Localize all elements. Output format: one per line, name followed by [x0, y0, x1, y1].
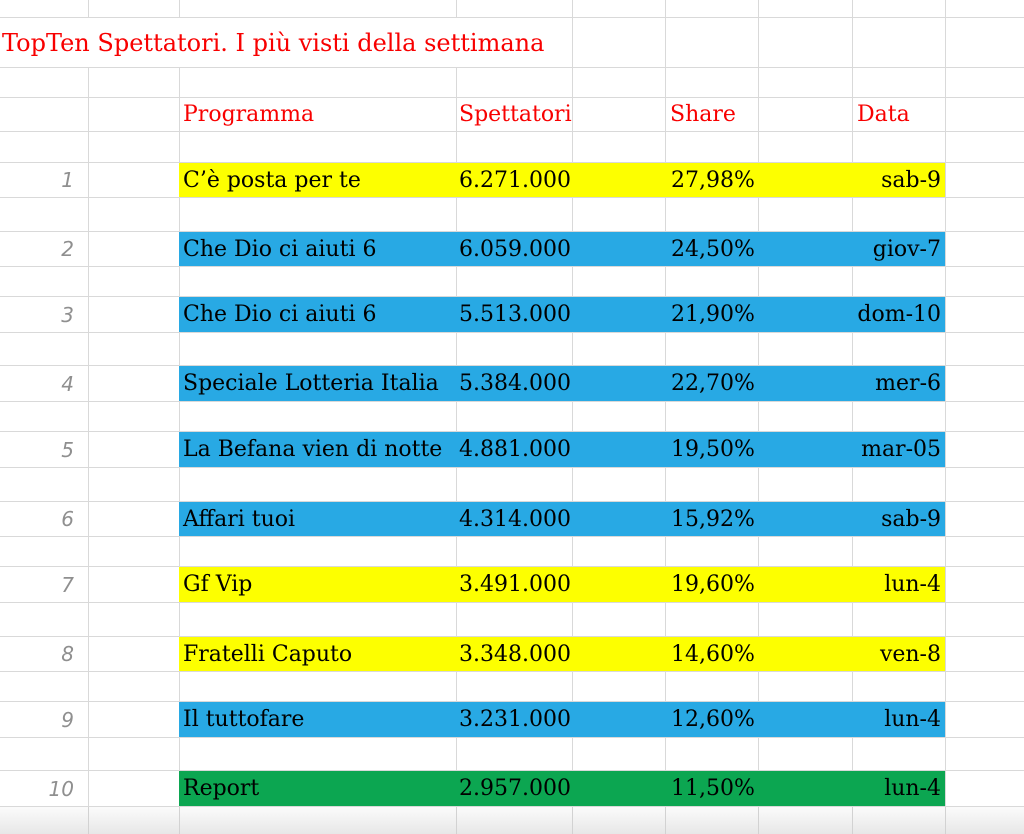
row-highlight: Che Dio ci aiuti 6 5.513.000 21,90% dom-… — [179, 297, 945, 332]
cell-date[interactable]: lun-4 — [884, 776, 941, 801]
cell-date[interactable]: giov-7 — [872, 236, 941, 262]
empty-row — [0, 402, 1024, 432]
row-rank[interactable]: 10 — [48, 776, 74, 801]
empty-row — [0, 0, 1024, 18]
cell-date[interactable]: sab-9 — [881, 506, 941, 532]
row-rank[interactable]: 7 — [61, 572, 74, 597]
cell-viewers[interactable]: 6.271.000 — [459, 167, 571, 193]
row-rank[interactable]: 5 — [61, 437, 74, 462]
row-rank[interactable]: 2 — [61, 237, 74, 261]
row-rank[interactable]: 3 — [61, 302, 74, 327]
sheet-edge-row — [0, 807, 1024, 834]
row-highlight: C’è posta per te 6.271.000 27,98% sab-9 — [179, 163, 945, 197]
header-row: Programma Spettatori Share Data — [0, 98, 1024, 132]
table-row: 3 Che Dio ci aiuti 6 5.513.000 21,90% do… — [0, 297, 1024, 333]
table-row: 8 Fratelli Caputo 3.348.000 14,60% ven-8 — [0, 637, 1024, 672]
cell-program[interactable]: C’è posta per te — [183, 167, 361, 193]
cell-viewers[interactable]: 3.491.000 — [459, 572, 571, 597]
row-rank[interactable]: 4 — [61, 371, 74, 396]
cell-program[interactable]: Gf Vip — [183, 572, 253, 597]
cell-share[interactable]: 21,90% — [671, 302, 755, 327]
empty-row — [0, 333, 1024, 366]
row-highlight: Che Dio ci aiuti 6 6.059.000 24,50% giov… — [179, 232, 945, 266]
cell-date[interactable]: mar-05 — [861, 437, 941, 462]
empty-row — [0, 603, 1024, 637]
cell-program[interactable]: Speciale Lotteria Italia — [183, 371, 439, 396]
row-highlight: Gf Vip 3.491.000 19,60% lun-4 — [179, 567, 945, 602]
table-row: 5 La Befana vien di notte 4.881.000 19,5… — [0, 432, 1024, 468]
column-header-date[interactable]: Data — [857, 102, 910, 127]
cell-viewers[interactable]: 2.957.000 — [459, 776, 571, 801]
column-header-program[interactable]: Programma — [183, 102, 315, 127]
cell-share[interactable]: 11,50% — [671, 776, 755, 801]
row-highlight: Fratelli Caputo 3.348.000 14,60% ven-8 — [179, 637, 945, 671]
cell-share[interactable]: 14,60% — [671, 641, 755, 667]
cell-program[interactable]: Il tuttofare — [183, 707, 305, 732]
column-header-share[interactable]: Share — [670, 102, 736, 127]
table-row: 6 Affari tuoi 4.314.000 15,92% sab-9 — [0, 502, 1024, 537]
table-row: 9 Il tuttofare 3.231.000 12,60% lun-4 — [0, 702, 1024, 738]
title-row: TopTen Spettatori. I più visti della set… — [0, 18, 1024, 68]
cell-date[interactable]: dom-10 — [857, 302, 941, 327]
cell-viewers[interactable]: 4.881.000 — [459, 437, 571, 462]
column-header-viewers[interactable]: Spettatori — [459, 102, 572, 127]
cell-date[interactable]: lun-4 — [884, 572, 941, 597]
sheet-title[interactable]: TopTen Spettatori. I più visti della set… — [2, 28, 545, 57]
empty-row — [0, 198, 1024, 232]
row-highlight: La Befana vien di notte 4.881.000 19,50%… — [179, 432, 945, 467]
cell-viewers[interactable]: 4.314.000 — [459, 506, 571, 532]
table-row: 1 C’è posta per te 6.271.000 27,98% sab-… — [0, 163, 1024, 198]
cell-viewers[interactable]: 3.231.000 — [459, 707, 571, 732]
cell-program[interactable]: Che Dio ci aiuti 6 — [183, 302, 377, 327]
row-rank[interactable]: 6 — [61, 507, 74, 531]
empty-row — [0, 537, 1024, 567]
table-row: 7 Gf Vip 3.491.000 19,60% lun-4 — [0, 567, 1024, 603]
row-highlight: Speciale Lotteria Italia 5.384.000 22,70… — [179, 366, 945, 401]
cell-share[interactable]: 22,70% — [671, 371, 755, 396]
cell-share[interactable]: 19,50% — [671, 437, 755, 462]
cell-date[interactable]: sab-9 — [881, 167, 941, 193]
cell-share[interactable]: 19,60% — [671, 572, 755, 597]
empty-row — [0, 468, 1024, 502]
cell-date[interactable]: lun-4 — [884, 707, 941, 732]
cell-share[interactable]: 15,92% — [671, 506, 755, 532]
cell-date[interactable]: mer-6 — [875, 371, 941, 396]
cell-program[interactable]: Report — [183, 776, 260, 801]
row-highlight: Il tuttofare 3.231.000 12,60% lun-4 — [179, 702, 945, 737]
cell-program[interactable]: Fratelli Caputo — [183, 641, 353, 667]
cell-program[interactable]: Che Dio ci aiuti 6 — [183, 236, 377, 262]
row-rank[interactable]: 1 — [61, 168, 74, 192]
cell-program[interactable]: La Befana vien di notte — [183, 437, 443, 462]
empty-row — [0, 267, 1024, 297]
cell-viewers[interactable]: 6.059.000 — [459, 236, 571, 262]
cell-date[interactable]: ven-8 — [879, 641, 941, 667]
empty-row — [0, 672, 1024, 702]
cell-viewers[interactable]: 3.348.000 — [459, 641, 571, 667]
row-highlight: Affari tuoi 4.314.000 15,92% sab-9 — [179, 502, 945, 536]
row-rank[interactable]: 8 — [61, 642, 74, 666]
empty-row — [0, 132, 1024, 163]
empty-row — [0, 68, 1024, 98]
row-rank[interactable]: 9 — [61, 707, 74, 732]
table-row: 10 Report 2.957.000 11,50% lun-4 — [0, 771, 1024, 807]
cell-program[interactable]: Affari tuoi — [183, 506, 296, 532]
empty-row — [0, 738, 1024, 771]
cell-share[interactable]: 27,98% — [671, 167, 755, 193]
cell-viewers[interactable]: 5.384.000 — [459, 371, 571, 396]
cell-share[interactable]: 12,60% — [671, 707, 755, 732]
cell-share[interactable]: 24,50% — [671, 236, 755, 262]
table-row: 4 Speciale Lotteria Italia 5.384.000 22,… — [0, 366, 1024, 402]
row-highlight: Report 2.957.000 11,50% lun-4 — [179, 771, 945, 806]
table-row: 2 Che Dio ci aiuti 6 6.059.000 24,50% gi… — [0, 232, 1024, 267]
cell-viewers[interactable]: 5.513.000 — [459, 302, 571, 327]
